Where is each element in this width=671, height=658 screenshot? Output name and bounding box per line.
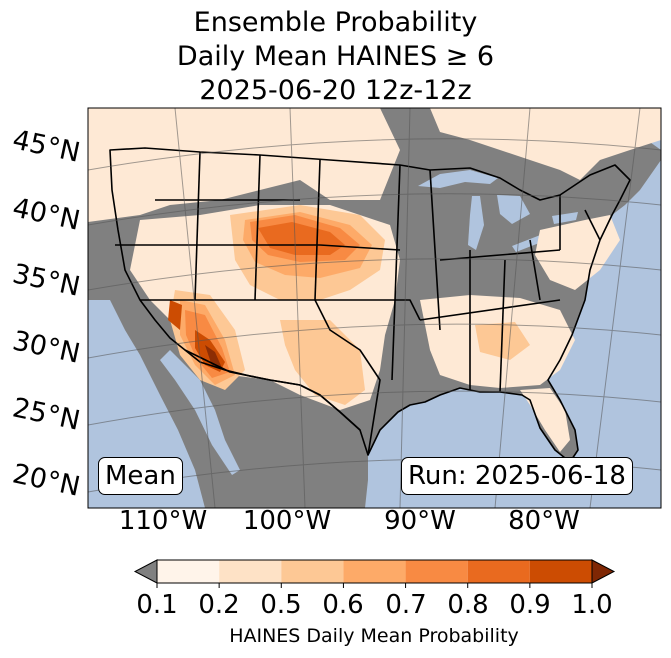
prob-light-northeast2 xyxy=(535,215,620,290)
colorbar-tick: 0.8 xyxy=(447,590,489,620)
colorbar-tick: 0.9 xyxy=(509,590,551,620)
lon-label-90: 90°W xyxy=(384,506,456,536)
pacific-coast-water xyxy=(88,300,205,508)
chart-title-line3: 2025-06-20 12z-12z xyxy=(199,75,472,106)
colorbar-over-arrow xyxy=(591,559,616,584)
lake-superior xyxy=(418,170,498,188)
lake-ontario xyxy=(552,212,578,224)
map-frame xyxy=(87,107,662,509)
probability-fill xyxy=(88,108,661,452)
gulf-of-california xyxy=(160,350,240,475)
prob-light-northeast xyxy=(430,108,661,180)
colorbar-frame xyxy=(156,559,593,584)
colorbar-cell xyxy=(219,560,282,583)
colorbar-cell xyxy=(529,560,592,583)
colorbar-cell xyxy=(157,560,220,583)
run-date-label: Run: 2025-06-18 xyxy=(401,457,633,495)
colorbar-cell xyxy=(343,560,406,583)
colorbar-tick: 0.5 xyxy=(260,590,302,620)
political-borders xyxy=(109,147,631,463)
prob-09-colorado xyxy=(258,222,345,255)
colorbar-cell xyxy=(467,560,530,583)
lake-michigan xyxy=(468,196,484,250)
lon-label-80: 80°W xyxy=(508,506,580,536)
chart-title-line1: Ensemble Probability xyxy=(193,7,478,38)
colorbar-tick: 0.6 xyxy=(322,590,364,620)
chart-title-line2: Daily Mean HAINES ≥ 6 xyxy=(176,41,495,72)
lon-label-110: 110°W xyxy=(118,506,208,536)
prob-light-florida xyxy=(520,388,570,452)
colorbar-cell xyxy=(405,560,468,583)
colorbar-cell xyxy=(281,560,344,583)
colorbar-tick: 0.7 xyxy=(385,590,427,620)
prob-light-north xyxy=(88,108,400,222)
prob-09-nevada xyxy=(168,300,182,330)
colorbar-tick: 1.0 xyxy=(571,590,613,620)
colorbar-label: HAINES Daily Mean Probability xyxy=(229,625,519,647)
lon-label-100: 100°W xyxy=(242,506,332,536)
prob-mid-texas xyxy=(280,320,365,405)
colorbar-under-arrow xyxy=(133,559,158,584)
statistic-label: Mean xyxy=(98,457,183,495)
prob-10-arizona xyxy=(205,345,222,368)
colorbar-tick: 0.1 xyxy=(136,590,178,620)
graticule xyxy=(88,108,661,508)
colorbar-tick: 0.2 xyxy=(198,590,240,620)
